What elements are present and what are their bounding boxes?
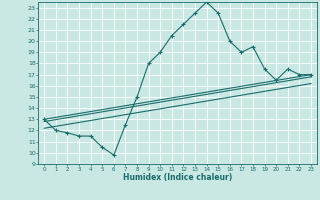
X-axis label: Humidex (Indice chaleur): Humidex (Indice chaleur)	[123, 173, 232, 182]
